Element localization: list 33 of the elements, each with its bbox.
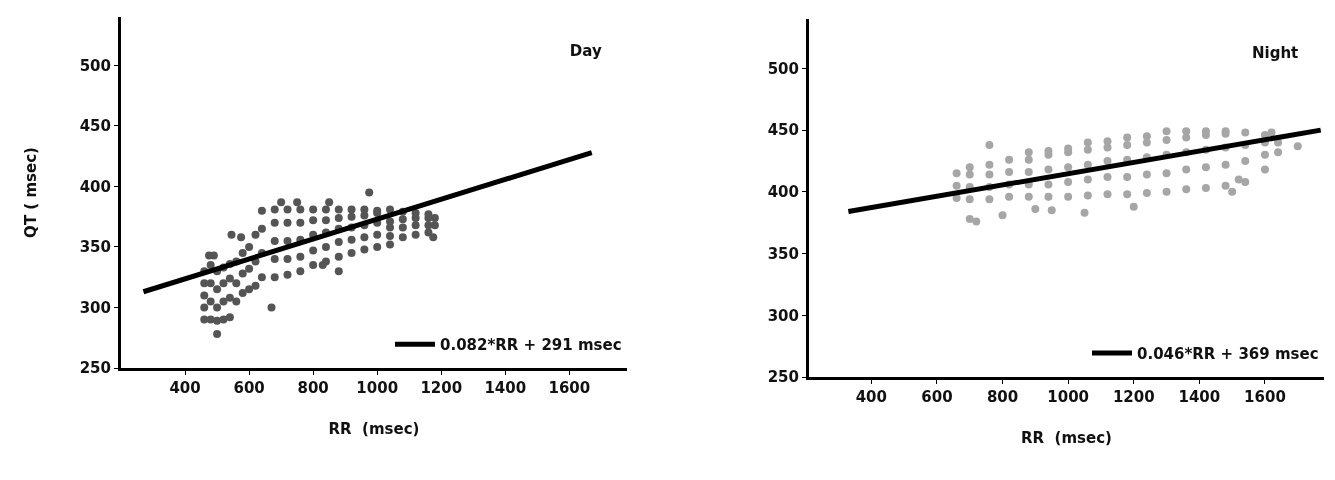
- y-tick-label: 350: [767, 244, 799, 263]
- x-tick-label: 600: [233, 379, 265, 397]
- x-tick-label: 1400: [1178, 388, 1221, 406]
- y-tick-label: 300: [767, 306, 799, 325]
- y-tick-label: 450: [79, 117, 111, 136]
- y-tick-label: 250: [79, 359, 111, 378]
- legend-label: 0.046*RR + 369 msec: [1137, 344, 1319, 363]
- x-tick-label: 1400: [484, 379, 527, 397]
- x-tick-label: 400: [169, 379, 201, 397]
- y-tick-label: 500: [79, 56, 111, 75]
- x-tick-label: 1000: [356, 379, 399, 397]
- x-tick-label: 800: [297, 379, 329, 397]
- text: Day: [569, 41, 602, 60]
- x-tick-label: 1600: [548, 379, 591, 397]
- x-tick-label: 1200: [1112, 388, 1155, 406]
- y-tick-label: 450: [767, 121, 799, 140]
- y-tick-label: 400: [767, 183, 799, 202]
- x-tick-label: 1000: [1047, 388, 1090, 406]
- y-tick-label: 300: [79, 298, 111, 317]
- legend-label: 0.082*RR + 291 msec: [440, 336, 622, 355]
- y-tick-label: 250: [767, 368, 799, 387]
- y-axis-title: QT ( msec): [21, 147, 40, 238]
- x-tick-label: 600: [921, 388, 953, 406]
- x-tick-label: 1200: [420, 379, 463, 397]
- x-axis-title: RR (msec): [1021, 429, 1112, 447]
- x-tick-label: 1600: [1244, 388, 1286, 406]
- y-tick-label: 400: [79, 177, 111, 196]
- y-tick-label: 350: [79, 238, 111, 257]
- text: Night: [1251, 44, 1299, 63]
- y-tick-label: 500: [767, 59, 799, 78]
- x-axis-title: RR (msec): [328, 420, 420, 438]
- x-tick-label: 800: [986, 388, 1019, 406]
- x-tick-label: 400: [855, 388, 887, 406]
